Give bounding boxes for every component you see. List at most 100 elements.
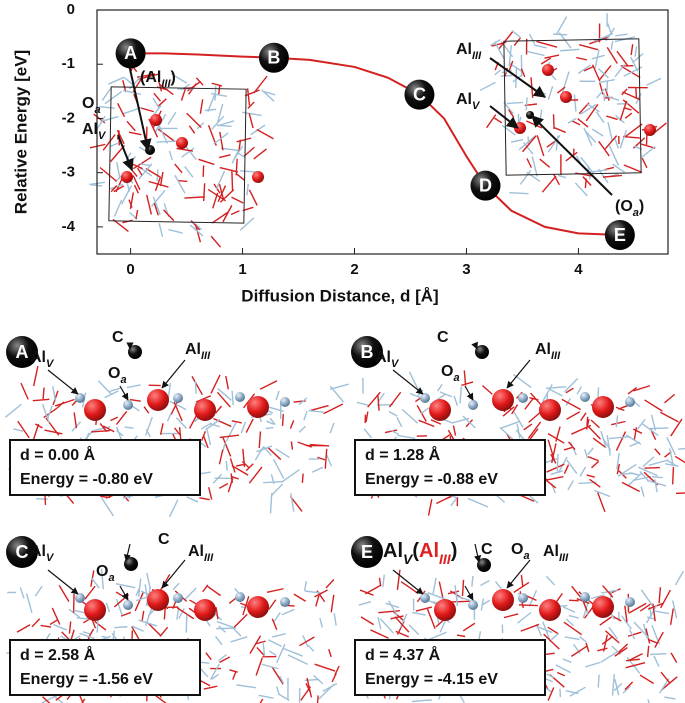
label-part: (Al bbox=[140, 69, 161, 86]
atom bbox=[580, 392, 590, 402]
bond bbox=[134, 591, 145, 612]
bond bbox=[598, 140, 610, 157]
bond bbox=[615, 431, 627, 451]
bond bbox=[225, 460, 228, 471]
bond bbox=[281, 469, 300, 483]
bond bbox=[358, 601, 372, 606]
bond bbox=[518, 136, 535, 151]
label-part: Al bbox=[543, 543, 559, 560]
bond bbox=[622, 99, 640, 114]
bond bbox=[648, 639, 658, 644]
bond bbox=[131, 625, 144, 632]
bond bbox=[545, 575, 556, 586]
atom-label: Oa bbox=[108, 365, 127, 386]
atom bbox=[194, 399, 216, 421]
atom-label: AlIII bbox=[543, 543, 569, 564]
bond bbox=[458, 596, 471, 602]
bond bbox=[116, 162, 121, 180]
arrow bbox=[392, 369, 424, 395]
bond bbox=[236, 173, 246, 181]
state-marker bbox=[604, 220, 635, 251]
bond bbox=[542, 621, 552, 642]
bond bbox=[647, 699, 650, 703]
bond bbox=[298, 397, 308, 406]
bond bbox=[32, 423, 40, 442]
atom-label: AlIII bbox=[188, 543, 214, 564]
bond bbox=[76, 617, 91, 620]
atom bbox=[75, 593, 85, 603]
arrow bbox=[471, 341, 478, 350]
bond bbox=[217, 388, 232, 401]
bond bbox=[17, 420, 30, 439]
energy-label: Energy = -0.88 eV bbox=[365, 471, 498, 488]
bond bbox=[539, 109, 543, 119]
bond bbox=[604, 95, 620, 102]
arrow bbox=[531, 115, 613, 196]
bond bbox=[409, 392, 421, 399]
bond bbox=[561, 398, 581, 411]
bond bbox=[562, 606, 576, 613]
bond bbox=[181, 147, 195, 158]
bond bbox=[561, 71, 570, 93]
bond bbox=[597, 68, 609, 79]
bond bbox=[553, 126, 567, 134]
bond bbox=[138, 163, 153, 180]
y-tick-label: -1 bbox=[62, 55, 75, 72]
bond bbox=[217, 653, 227, 662]
panel-badge bbox=[351, 336, 383, 368]
bond bbox=[541, 383, 553, 403]
atom bbox=[147, 389, 169, 411]
atom bbox=[147, 589, 169, 611]
arrow bbox=[127, 59, 152, 152]
bond bbox=[621, 481, 641, 493]
bond bbox=[546, 673, 555, 679]
bond bbox=[110, 144, 125, 163]
bond bbox=[640, 486, 645, 497]
bond bbox=[329, 422, 335, 434]
bond bbox=[612, 615, 622, 622]
state-marker bbox=[115, 38, 146, 69]
bond bbox=[235, 463, 246, 467]
bond bbox=[494, 581, 502, 590]
bond bbox=[153, 92, 162, 102]
bond bbox=[569, 686, 586, 697]
bond bbox=[158, 124, 169, 144]
subscript: III bbox=[161, 78, 171, 90]
bond bbox=[604, 135, 618, 150]
bond bbox=[606, 81, 609, 92]
bond bbox=[547, 433, 565, 444]
bond bbox=[159, 83, 174, 96]
bond bbox=[120, 611, 132, 617]
atom bbox=[235, 392, 245, 402]
bond bbox=[652, 603, 656, 622]
bond bbox=[266, 420, 275, 425]
bond bbox=[436, 384, 443, 392]
distance-label: d = 1.28 Å bbox=[365, 445, 441, 464]
bond bbox=[587, 425, 602, 440]
bond bbox=[243, 146, 255, 158]
bond bbox=[42, 387, 45, 400]
bond bbox=[113, 185, 125, 193]
bond bbox=[578, 44, 599, 51]
label-part: C bbox=[481, 541, 493, 558]
bond bbox=[500, 420, 520, 429]
atom bbox=[420, 593, 430, 603]
bond bbox=[529, 397, 539, 401]
bond bbox=[571, 645, 587, 657]
subscript: V bbox=[46, 552, 55, 564]
atom-label: (AlIII) bbox=[140, 69, 176, 90]
bond bbox=[585, 661, 601, 668]
bond bbox=[451, 600, 473, 603]
bond bbox=[653, 655, 660, 667]
bond bbox=[615, 33, 628, 37]
bond bbox=[99, 105, 115, 110]
bond bbox=[122, 89, 142, 96]
bond bbox=[388, 410, 398, 417]
bond bbox=[427, 498, 433, 516]
bond bbox=[524, 398, 534, 410]
atom bbox=[173, 393, 183, 403]
bond bbox=[653, 610, 670, 615]
bond bbox=[582, 600, 588, 611]
bond bbox=[367, 391, 381, 408]
bond bbox=[166, 412, 172, 422]
